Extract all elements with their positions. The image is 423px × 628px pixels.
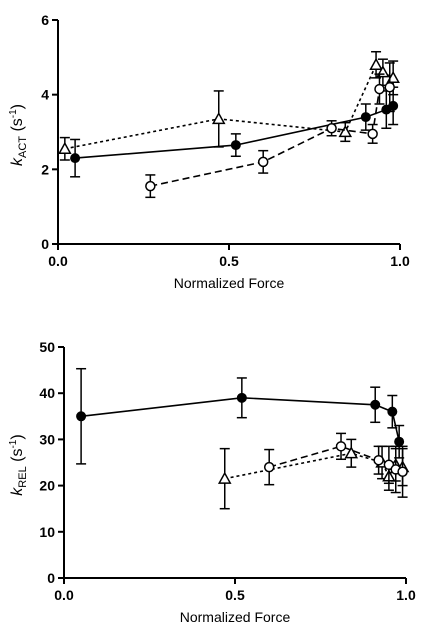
y-tick-label: 6 [41, 12, 49, 28]
x-tick-label: 1.0 [396, 587, 416, 603]
data-point [338, 124, 353, 138]
y-label-close: ) [9, 434, 26, 439]
data-point [374, 83, 385, 95]
x-tick-label: 0.0 [54, 587, 74, 603]
y-label-sub: REL [17, 466, 29, 487]
data-point [335, 441, 347, 452]
data-point [373, 454, 384, 466]
data-point [397, 466, 408, 477]
data-point [236, 392, 247, 403]
data-point [76, 411, 87, 422]
y-label-k: k [9, 157, 26, 166]
data-point [370, 399, 381, 410]
data-point [70, 153, 81, 164]
series-line [224, 452, 403, 480]
data-point [326, 123, 337, 134]
x-tick-label: 1.0 [390, 253, 410, 269]
x-tick-label: 0.0 [48, 253, 68, 269]
data-point [217, 471, 232, 484]
y-tick-label: 50 [39, 339, 55, 355]
y-axis-label: kREL (s-1) [8, 434, 29, 495]
y-tick-label: 10 [39, 524, 55, 540]
data-point [388, 100, 399, 111]
y-tick-label: 0 [41, 236, 49, 252]
series-filled-circle [76, 367, 405, 465]
y-label-close: ) [9, 104, 26, 109]
x-tick-label: 0.5 [219, 253, 239, 269]
y-tick-label: 20 [39, 478, 55, 494]
x-axis-label: Normalized Force [174, 275, 285, 291]
data-point [211, 111, 226, 125]
y-label-sup: -1 [8, 109, 19, 118]
y-tick-label: 30 [39, 431, 55, 447]
x-axis-label: Normalized Force [180, 609, 291, 625]
data-point [360, 112, 371, 123]
series-line [150, 86, 390, 187]
y-tick-label: 0 [47, 570, 55, 586]
data-point [257, 156, 269, 168]
y-tick-label: 2 [41, 161, 49, 177]
y-label-k: k [9, 487, 26, 496]
y-label-unit: (s [9, 118, 26, 136]
series-filled-circle [70, 86, 399, 178]
data-point [394, 436, 405, 447]
data-point [384, 81, 395, 93]
data-point [230, 140, 241, 151]
krel-chart: 0 10 20 30 40 50 0.0 0.5 1.0 Normalized Force kREL… [8, 339, 416, 625]
y-tick-label: 40 [39, 385, 55, 401]
data-point [387, 406, 398, 417]
y-tick-label: 4 [41, 87, 49, 103]
series-open-circle [263, 432, 408, 498]
x-tick-label: 0.5 [225, 587, 245, 603]
y-axis-label: kACT (s-1) [8, 104, 29, 166]
y-label-sub: ACT [17, 136, 29, 158]
series-open-circle [145, 62, 395, 199]
data-point [263, 461, 275, 473]
data-point [367, 128, 378, 140]
series-open-triangle [58, 50, 400, 161]
data-point [58, 141, 72, 154]
data-point [344, 446, 359, 459]
kact-chart: 0 2 4 6 0.0 0.5 1.0 Normalized Force kACT (s-1) [8, 12, 410, 291]
y-label-unit: (s [9, 449, 26, 467]
data-point [145, 180, 156, 192]
series-line [81, 396, 400, 442]
y-label-sup: -1 [8, 439, 19, 448]
data-point [369, 57, 383, 70]
